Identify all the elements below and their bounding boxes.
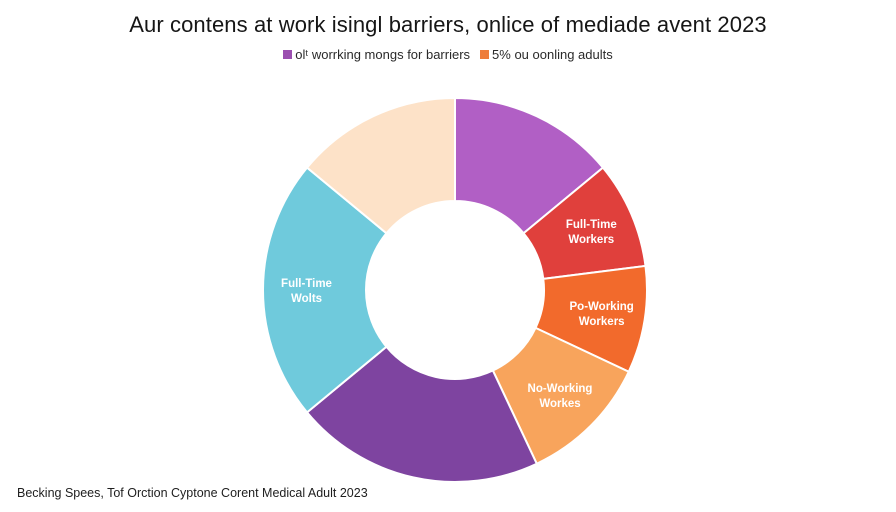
legend-swatch-orange [480, 50, 490, 59]
legend-item-working-barriers: olᵗ worrking mongs for barriers [283, 47, 470, 62]
chart-legend: olᵗ worrking mongs for barriers 5% ou oo… [0, 47, 896, 62]
donut-slice-7 [305, 96, 456, 235]
slice-label-6: Full-Time Wolts [281, 278, 332, 305]
source-note: Becking Spees, Tof Orction Cyptone Coren… [17, 486, 368, 500]
donut-slice-6 [262, 166, 388, 414]
legend-swatch-purple [283, 50, 293, 59]
slice-label-4: No-Working Workes [528, 383, 593, 410]
legend-item-adults: 5% ou oonling adults [480, 47, 613, 62]
legend-label: olᵗ worrking mongs for barriers [295, 47, 471, 62]
slice-label-3: Po-Working Workers [570, 301, 634, 328]
legend-label: 5% ou oonling adults [492, 47, 613, 62]
slice-label-2: Full-Time Workers [566, 219, 617, 246]
donut-slice-1 [454, 96, 605, 235]
chart-title: Aur contens at work isingl barriers, onl… [129, 12, 767, 37]
donut-slice-5 [305, 345, 539, 483]
